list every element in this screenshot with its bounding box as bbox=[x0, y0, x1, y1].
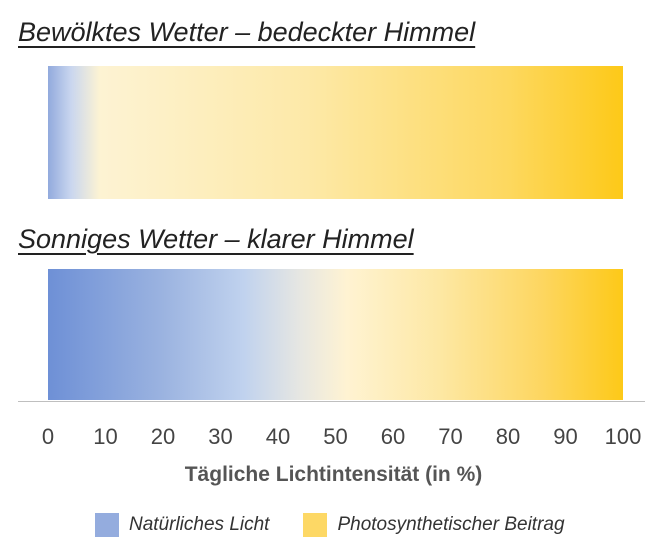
x-tick-label: 90 bbox=[553, 424, 578, 449]
x-tick-label: 60 bbox=[380, 424, 406, 449]
panel-title-sunny: Sonniges Wetter – klarer Himmel bbox=[18, 224, 414, 254]
x-tick-label: 80 bbox=[495, 424, 521, 449]
x-tick-label: 0 bbox=[41, 424, 55, 449]
x-tick-label: 40 bbox=[265, 424, 291, 449]
legend-item-natural-light: Natürliches Licht bbox=[95, 513, 269, 537]
legend-label-natural-light: Natürliches Licht bbox=[129, 514, 270, 535]
legend-swatch-photosynthetic bbox=[303, 513, 328, 537]
x-tick-label: 30 bbox=[208, 424, 233, 449]
x-axis-line bbox=[18, 401, 645, 402]
legend-label-photosynthetic: Photosynthetischer Beitrag bbox=[337, 514, 565, 535]
x-tick-label: 100 bbox=[604, 424, 642, 449]
panel-title-cloudy: Bewölktes Wetter – bedeckter Himmel bbox=[18, 17, 476, 47]
light-gradient-bar-cloudy bbox=[48, 66, 623, 199]
x-tick-label: 70 bbox=[438, 424, 463, 449]
x-axis-label: Tägliche Lichtintensität (in %) bbox=[184, 463, 483, 486]
x-tick-label: 10 bbox=[93, 424, 118, 449]
x-tick-label: 50 bbox=[323, 424, 348, 449]
legend: Natürliches Licht Photosynthetischer Bei… bbox=[95, 513, 565, 537]
legend-item-photosynthetic: Photosynthetischer Beitrag bbox=[303, 513, 565, 537]
legend-swatch-natural-light bbox=[95, 513, 119, 537]
light-gradient-bar-sunny bbox=[48, 269, 623, 400]
x-tick-label: 20 bbox=[150, 424, 176, 449]
